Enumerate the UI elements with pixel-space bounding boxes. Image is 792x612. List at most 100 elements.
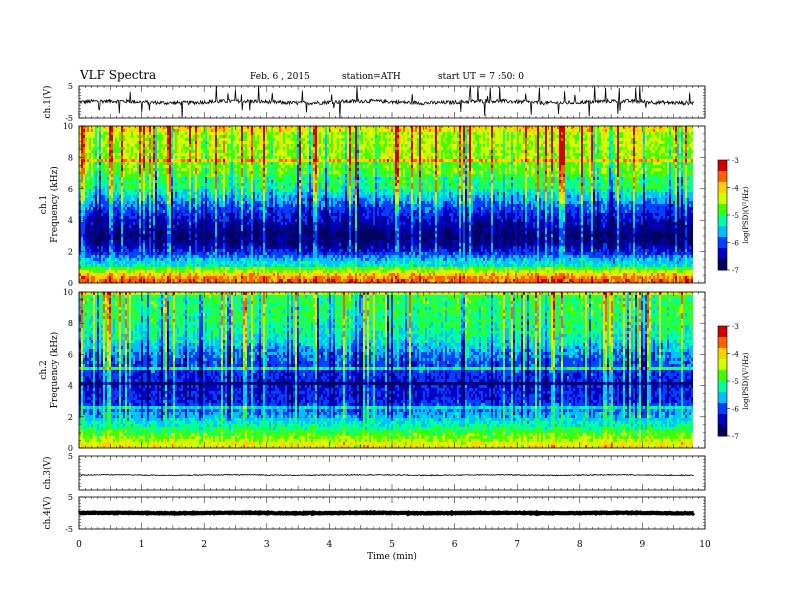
spectrogram-cell: [467, 144, 469, 147]
spectrogram-cell: [111, 150, 113, 153]
spectrogram-cell: [327, 159, 329, 162]
spectrogram-cell: [559, 150, 561, 153]
spectrogram-cell: [689, 165, 691, 168]
spectrogram-cell: [443, 168, 445, 171]
spectrogram-cell: [159, 138, 161, 141]
spectrogram-cell: [609, 171, 611, 174]
spectrogram-cell: [257, 159, 259, 162]
spectrogram-cell: [259, 135, 261, 138]
spectrogram-cell: [621, 129, 623, 132]
spectrogram-cell: [671, 141, 673, 144]
spectrogram-cell: [409, 156, 411, 159]
spectrogram-cell: [435, 144, 437, 147]
spectrogram-cell: [689, 171, 691, 174]
spectrogram-cell: [471, 144, 473, 147]
spectrogram-cell: [233, 150, 235, 153]
spectrogram-cell: [627, 171, 629, 174]
spectrogram-cell: [287, 168, 289, 171]
spectrogram-cell: [379, 129, 381, 132]
spectrogram-cell: [267, 162, 269, 165]
spectrogram-cell: [543, 126, 545, 129]
spectrogram-cell: [171, 156, 173, 159]
spectrogram-cell: [425, 141, 427, 144]
spectrogram-cell: [551, 132, 553, 135]
spectrogram-cell: [335, 153, 337, 156]
spectrogram-cell: [165, 156, 167, 159]
spectrogram-cell: [487, 126, 489, 129]
spectrogram-cell: [211, 156, 213, 159]
spectrogram-cell: [617, 135, 619, 138]
spectrogram-cell: [229, 153, 231, 156]
spectrogram-cell: [639, 150, 641, 153]
spectrogram-cell: [473, 162, 475, 165]
spectrogram-cell: [605, 153, 607, 156]
spectrogram-cell: [177, 174, 179, 177]
spectrogram-cell: [555, 126, 557, 129]
spectrogram-cell: [499, 153, 501, 156]
spectrogram-cell: [373, 141, 375, 144]
spectrogram-cell: [329, 150, 331, 153]
spectrogram-cell: [315, 150, 317, 153]
spectrogram-cell: [115, 135, 117, 138]
spectrogram-cell: [245, 168, 247, 171]
spectrogram-cell: [149, 171, 151, 174]
spectrogram-cell: [407, 153, 409, 156]
spectrogram-cell: [263, 129, 265, 132]
spectrogram-cell: [459, 135, 461, 138]
spectrogram-cell: [399, 135, 401, 138]
spectrogram-cell: [319, 150, 321, 153]
spectrogram-cell: [399, 162, 401, 165]
spectrogram-cell: [109, 150, 111, 153]
spectrogram-cell: [661, 162, 663, 165]
spectrogram-cell: [139, 138, 141, 141]
spectrogram-cell: [669, 165, 671, 168]
spectrogram-cell: [373, 162, 375, 165]
spectrogram-cell: [119, 147, 121, 150]
spectrogram-cell: [561, 153, 563, 156]
spectrogram-cell: [295, 162, 297, 165]
spectrogram-cell: [209, 138, 211, 141]
spectrogram-cell: [563, 168, 565, 171]
spectrogram-cell: [577, 165, 579, 168]
spectrogram-cell: [457, 159, 459, 162]
spectrogram-cell: [259, 171, 261, 174]
spectrogram-cell: [163, 129, 165, 132]
spectrogram-cell: [501, 156, 503, 159]
spectrogram-cell: [513, 144, 515, 147]
spectrogram-cell: [645, 126, 647, 129]
spectrogram-cell: [509, 162, 511, 165]
spectrogram-cell: [143, 144, 145, 147]
spectrogram-cell: [353, 141, 355, 144]
spectrogram-cell: [603, 150, 605, 153]
spectrogram-cell: [603, 147, 605, 150]
spectrogram-cell: [421, 138, 423, 141]
spectrogram-cell: [355, 159, 357, 162]
spectrogram-cell: [453, 129, 455, 132]
spectrogram-cell: [465, 144, 467, 147]
spectrogram-cell: [445, 141, 447, 144]
spectrogram-cell: [115, 165, 117, 168]
spectrogram-cell: [251, 168, 253, 171]
spectrogram-cell: [179, 171, 181, 174]
spectrogram-cell: [561, 165, 563, 168]
spectrogram-cell: [297, 150, 299, 153]
spectrogram-cell: [81, 138, 83, 141]
spectrogram-cell: [661, 165, 663, 168]
spectrogram-cell: [225, 132, 227, 135]
spectrogram-cell: [551, 129, 553, 132]
spectrogram-cell: [247, 159, 249, 162]
spectrogram-cell: [425, 126, 427, 129]
spectrogram-cell: [383, 153, 385, 156]
spectrogram-cell: [449, 153, 451, 156]
spectrogram-cell: [577, 138, 579, 141]
spectrogram-cell: [167, 162, 169, 165]
spectrogram-cell: [629, 138, 631, 141]
spectrogram-cell: [257, 147, 259, 150]
spectrogram-cell: [601, 126, 603, 129]
spectrogram-cell: [545, 156, 547, 159]
spectrogram-cell: [299, 171, 301, 174]
spectrogram-cell: [671, 129, 673, 132]
spectrogram-cell: [103, 156, 105, 159]
spectrogram-cell: [365, 150, 367, 153]
spectrogram-cell: [509, 153, 511, 156]
